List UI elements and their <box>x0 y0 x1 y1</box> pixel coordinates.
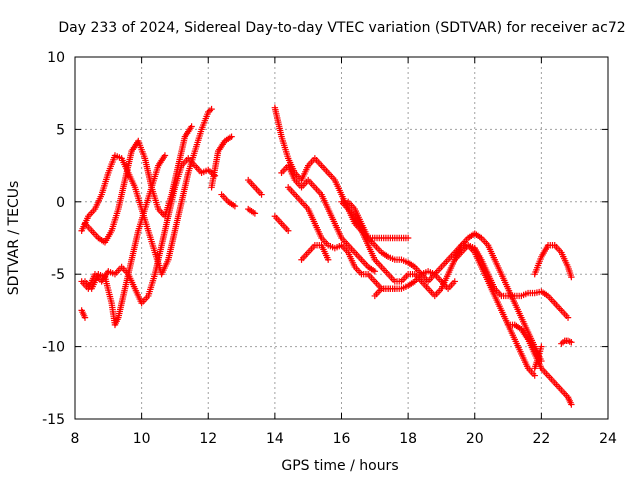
series-track-21 <box>531 343 545 372</box>
y-tick-label: -5 <box>51 267 65 283</box>
data-point <box>231 202 239 210</box>
x-tick-label: 20 <box>466 431 484 447</box>
data-point <box>371 268 379 275</box>
x-axis-label: GPS time / hours <box>281 458 398 474</box>
data-points <box>78 104 575 408</box>
data-point <box>324 256 332 263</box>
series-track-13 <box>298 242 332 263</box>
y-axis-label: SDTVAR / TECUs <box>6 181 22 296</box>
series-track-18 <box>451 242 572 321</box>
x-tick-label: 12 <box>199 431 217 447</box>
series-track-15 <box>338 198 545 365</box>
series-track-4 <box>81 152 169 329</box>
series-track-20 <box>531 242 575 281</box>
x-tick-label: 24 <box>599 431 617 447</box>
data-point <box>161 152 169 159</box>
data-point <box>531 372 538 379</box>
y-tick-label: -10 <box>42 340 65 356</box>
data-point <box>228 133 235 140</box>
series-track-9 <box>245 205 259 217</box>
data-point <box>568 401 575 408</box>
series-track-11 <box>278 162 379 275</box>
y-tick-label: -15 <box>42 412 65 428</box>
data-point <box>188 123 195 130</box>
series-track-14 <box>271 213 292 234</box>
data-point <box>258 191 265 198</box>
y-tick-label: 10 <box>47 50 65 66</box>
data-point <box>538 343 545 350</box>
data-point <box>451 278 458 285</box>
chart-title: Day 233 of 2024, Sidereal Day-to-day VTE… <box>58 20 625 36</box>
x-tick-label: 14 <box>266 431 284 447</box>
data-point <box>81 314 89 321</box>
data-point <box>568 273 575 281</box>
series-track-19 <box>504 321 575 408</box>
series-track-7 <box>218 191 239 210</box>
series-track-3 <box>81 123 195 246</box>
x-tick-label: 22 <box>532 431 550 447</box>
x-tick-label: 16 <box>333 431 351 447</box>
data-point <box>208 105 215 113</box>
data-point <box>404 234 412 242</box>
series-track-6 <box>208 133 235 191</box>
series-track-1 <box>78 105 215 278</box>
series-track-22 <box>558 337 575 347</box>
data-point <box>564 314 572 321</box>
x-tick-label: 18 <box>399 431 417 447</box>
x-tick-label: 10 <box>133 431 151 447</box>
data-point <box>251 210 259 217</box>
x-tick-label: 8 <box>71 431 80 447</box>
series-track-5 <box>78 307 89 321</box>
data-point <box>285 227 292 234</box>
axis-ticks: 8 10 12 14 16 18 20 22 24 -15 -10 -5 0 5 10 <box>42 50 617 447</box>
data-point <box>568 339 575 346</box>
y-tick-label: 5 <box>56 122 65 138</box>
series-track-8 <box>245 176 265 198</box>
y-tick-label: 0 <box>56 195 65 211</box>
series-track-17 <box>371 268 458 300</box>
